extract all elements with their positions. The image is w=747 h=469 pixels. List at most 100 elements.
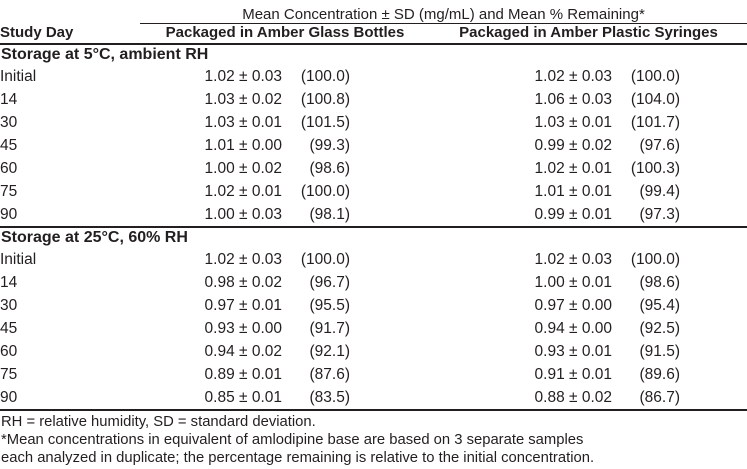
mean-sd-value: 1.01 ± 0.00 [204, 137, 282, 154]
glass-value-cell: 0.98 ± 0.02 (96.7) [140, 271, 430, 294]
table-row: 60 1.00 ± 0.02 (98.6) 1.02 ± 0.01 (100.3) [0, 157, 747, 180]
section-header-row: Storage at 25°C, 60% RH [0, 226, 747, 248]
syringe-value-cell: 0.99 ± 0.02 (97.6) [430, 134, 747, 157]
table-footnotes: RH = relative humidity, SD = standard de… [0, 409, 747, 467]
study-day-cell: 60 [0, 160, 18, 177]
percent-remaining: (100.0) [630, 251, 680, 268]
section-title-25c: Storage at 25°C, 60% RH [0, 226, 747, 248]
syringe-value-cell: 0.91 ± 0.01 (89.6) [430, 363, 747, 386]
percent-remaining: (92.5) [639, 320, 681, 337]
percent-remaining: (87.6) [309, 366, 351, 383]
study-day-cell: 30 [0, 114, 18, 131]
section-title-5c: Storage at 5°C, ambient RH [1, 46, 209, 63]
section-5c: Storage at 5°C, ambient RH Initial 1.02 … [0, 44, 747, 227]
percent-remaining: (98.6) [309, 160, 351, 177]
syringe-value-cell: 0.94 ± 0.00 (92.5) [430, 317, 747, 340]
mean-sd-value: 0.91 ± 0.01 [534, 366, 612, 383]
col-header-plastic-syringes: Packaged in Amber Plastic Syringes [430, 23, 747, 45]
mean-sd-value: 0.99 ± 0.01 [534, 206, 612, 223]
glass-value-cell: 1.02 ± 0.01 (100.0) [140, 180, 430, 203]
percent-remaining: (91.7) [309, 320, 351, 337]
study-day-cell: 14 [0, 274, 18, 291]
table-row: 90 1.00 ± 0.03 (98.1) 0.99 ± 0.01 (97.3) [0, 203, 747, 227]
table-row: 14 0.98 ± 0.02 (96.7) 1.00 ± 0.01 (98.6) [0, 271, 747, 294]
percent-remaining: (97.6) [639, 137, 681, 154]
study-day-cell: 75 [0, 183, 18, 200]
table-row: Initial 1.02 ± 0.03 (100.0) 1.02 ± 0.03 (1… [0, 248, 747, 271]
table-row: 45 0.93 ± 0.00 (91.7) 0.94 ± 0.00 (92.5) [0, 317, 747, 340]
glass-value-cell: 1.02 ± 0.03 (100.0) [140, 248, 430, 271]
col-header-glass-bottles: Packaged in Amber Glass Bottles [140, 23, 430, 45]
spanner-header: Mean Concentration ± SD (mg/mL) and Mean… [140, 0, 747, 24]
glass-value-cell: 0.85 ± 0.01 (83.5) [140, 386, 430, 409]
syringe-value-cell: 0.99 ± 0.01 (97.3) [430, 203, 747, 227]
mean-sd-value: 0.93 ± 0.01 [534, 343, 612, 360]
glass-value-cell: 1.03 ± 0.01 (101.5) [140, 111, 430, 134]
table-row: 14 1.03 ± 0.02 (100.8) 1.06 ± 0.03 (104.0) [0, 88, 747, 111]
glass-value-cell: 1.00 ± 0.02 (98.6) [140, 157, 430, 180]
syringe-value-cell: 1.00 ± 0.01 (98.6) [430, 271, 747, 294]
mean-sd-value: 0.89 ± 0.01 [204, 366, 282, 383]
syringe-value-cell: 1.02 ± 0.03 (100.0) [430, 65, 747, 88]
mean-sd-value: 1.00 ± 0.02 [204, 160, 282, 177]
footnote-asterisk-line2: each analyzed in duplicate; the percenta… [1, 450, 595, 466]
syringe-value-cell: 1.02 ± 0.03 (100.0) [430, 248, 747, 271]
mean-sd-value: 1.00 ± 0.01 [534, 274, 612, 291]
percent-remaining: (95.5) [309, 297, 351, 314]
mean-sd-value: 1.02 ± 0.03 [534, 68, 612, 85]
mean-sd-value: 0.99 ± 0.02 [534, 137, 612, 154]
percent-remaining: (100.3) [630, 160, 680, 177]
percent-remaining: (89.6) [639, 366, 681, 383]
glass-value-cell: 0.93 ± 0.00 (91.7) [140, 317, 430, 340]
percent-remaining: (100.8) [300, 91, 350, 108]
percent-remaining: (98.6) [639, 274, 681, 291]
syringe-value-cell: 0.93 ± 0.01 (91.5) [430, 340, 747, 363]
section-header-row: Storage at 5°C, ambient RH [0, 44, 747, 65]
mean-sd-value: 1.03 ± 0.01 [204, 114, 282, 131]
mean-sd-value: 0.85 ± 0.01 [204, 389, 282, 406]
percent-remaining: (86.7) [639, 389, 681, 406]
study-day-cell: 60 [0, 343, 18, 360]
study-day-cell: 30 [0, 297, 18, 314]
glass-value-cell: 0.97 ± 0.01 (95.5) [140, 294, 430, 317]
stability-table: Mean Concentration ± SD (mg/mL) and Mean… [0, 0, 747, 409]
study-day-cell: 45 [0, 320, 18, 337]
mean-sd-value: 0.98 ± 0.02 [204, 274, 282, 291]
footnote-abbreviations: RH = relative humidity, SD = standard de… [1, 414, 316, 430]
glass-value-cell: 1.03 ± 0.02 (100.8) [140, 88, 430, 111]
table-row: 75 1.02 ± 0.01 (100.0) 1.01 ± 0.01 (99.4) [0, 180, 747, 203]
mean-sd-value: 1.01 ± 0.01 [534, 183, 612, 200]
mean-sd-value: 1.02 ± 0.01 [204, 183, 282, 200]
syringe-value-cell: 1.01 ± 0.01 (99.4) [430, 180, 747, 203]
percent-remaining: (96.7) [309, 274, 351, 291]
table-row: 90 0.85 ± 0.01 (83.5) 0.88 ± 0.02 (86.7) [0, 386, 747, 409]
column-header-row: Study Day Packaged in Amber Glass Bottle… [0, 23, 747, 45]
syringe-value-cell: 0.88 ± 0.02 (86.7) [430, 386, 747, 409]
section-25c: Storage at 25°C, 60% RH Initial 1.02 ± 0… [0, 226, 747, 409]
spanner-empty-cell [0, 0, 140, 23]
percent-remaining: (83.5) [309, 389, 351, 406]
syringe-value-cell: 1.03 ± 0.01 (101.7) [430, 111, 747, 134]
study-day-cell: 90 [0, 389, 18, 406]
percent-remaining: (101.7) [630, 114, 680, 131]
mean-sd-value: 0.94 ± 0.00 [534, 320, 612, 337]
percent-remaining: (100.0) [300, 251, 350, 268]
glass-value-cell: 1.00 ± 0.03 (98.1) [140, 203, 430, 227]
study-day-cell: 45 [0, 137, 18, 154]
mean-sd-value: 1.02 ± 0.03 [204, 251, 282, 268]
mean-sd-value: 0.97 ± 0.00 [534, 297, 612, 314]
table-row: 60 0.94 ± 0.02 (92.1) 0.93 ± 0.01 (91.5) [0, 340, 747, 363]
percent-remaining: (98.1) [309, 206, 351, 223]
study-day-cell: 75 [0, 366, 18, 383]
syringe-value-cell: 1.02 ± 0.01 (100.3) [430, 157, 747, 180]
table-row: 75 0.89 ± 0.01 (87.6) 0.91 ± 0.01 (89.6) [0, 363, 747, 386]
study-day-cell: 14 [0, 91, 18, 108]
glass-value-cell: 1.01 ± 0.00 (99.3) [140, 134, 430, 157]
percent-remaining: (100.0) [300, 68, 350, 85]
percent-remaining: (92.1) [309, 343, 351, 360]
spanner-row: Mean Concentration ± SD (mg/mL) and Mean… [0, 0, 747, 24]
percent-remaining: (91.5) [639, 343, 681, 360]
mean-sd-value: 1.02 ± 0.03 [534, 251, 612, 268]
percent-remaining: (104.0) [630, 91, 680, 108]
